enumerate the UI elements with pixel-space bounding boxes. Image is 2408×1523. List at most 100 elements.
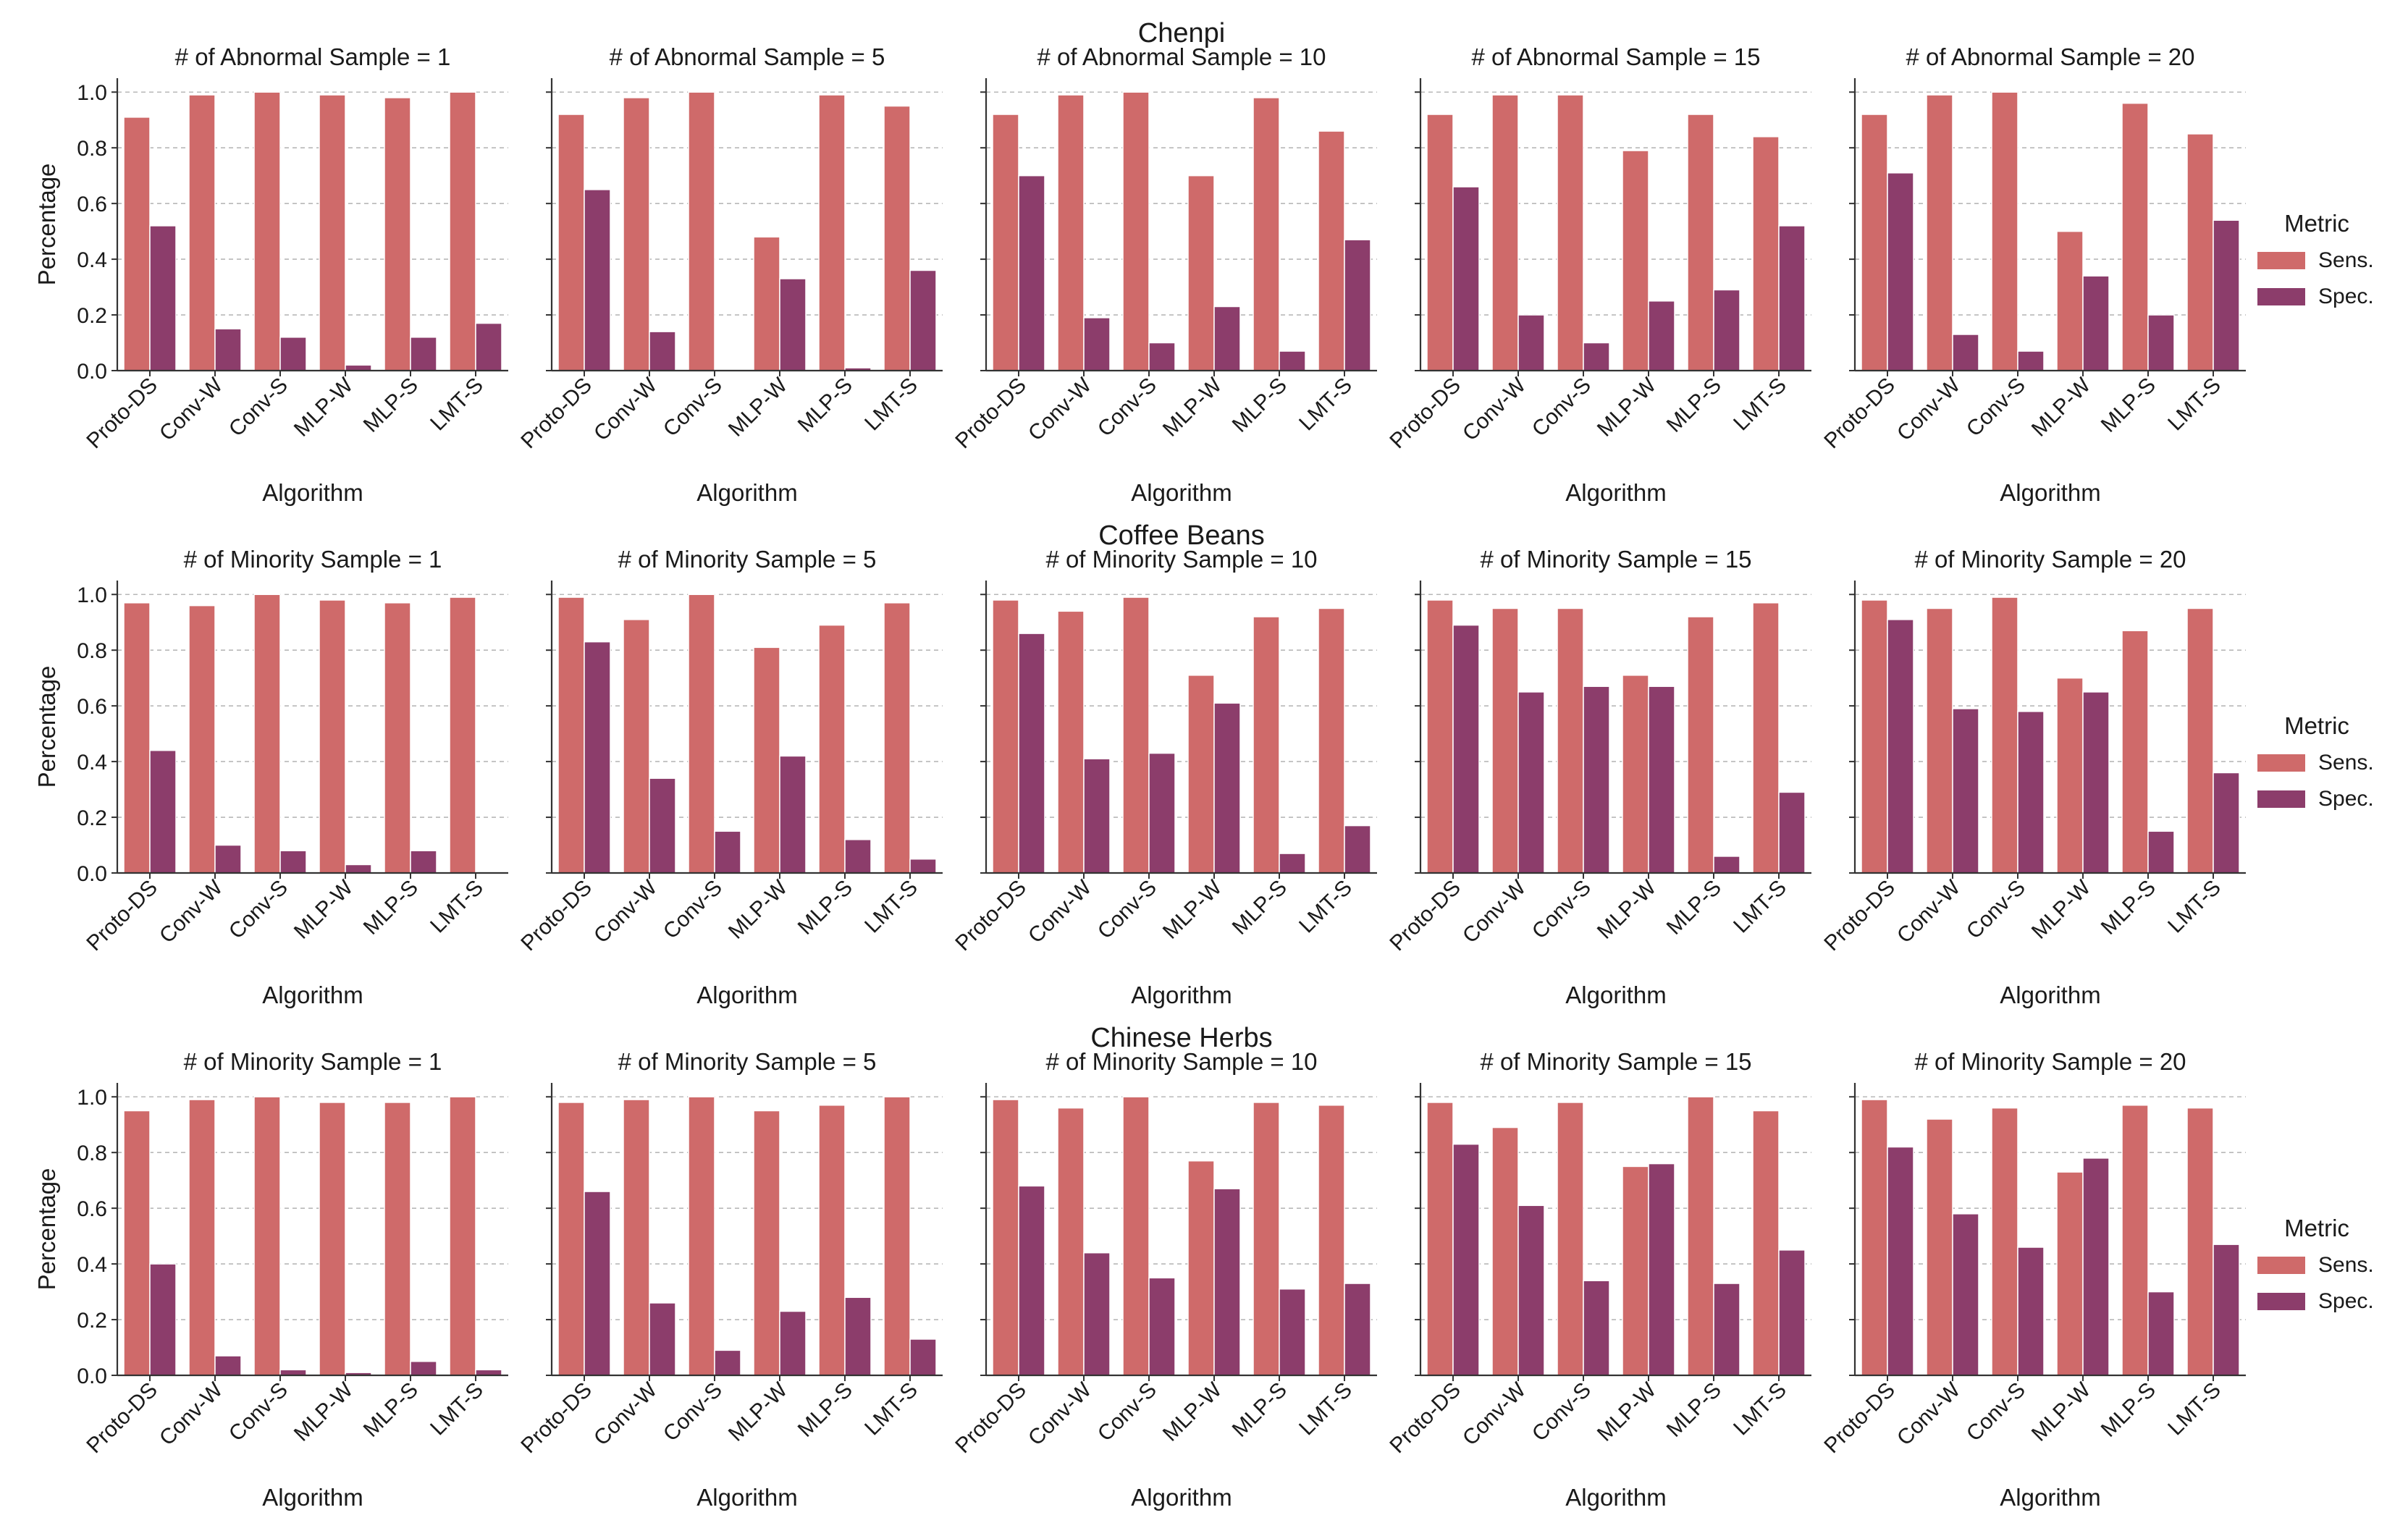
- bar-spec: [779, 278, 807, 371]
- x-tick-label: Conv-W: [1458, 1378, 1531, 1450]
- bar-sens: [1426, 114, 1454, 371]
- x-tick-label: Conv-S: [659, 876, 727, 944]
- bar-sens: [1057, 610, 1085, 874]
- legend-title: Metric: [2284, 210, 2349, 237]
- x-tick-label: MLP-S: [1662, 876, 1726, 940]
- bar-spec: [1452, 624, 1480, 874]
- x-tick-label: Conv-S: [224, 876, 292, 944]
- x-tick-label: Conv-S: [1962, 1378, 2030, 1446]
- bar-sens: [992, 114, 1019, 371]
- x-tick-label: LMT-S: [860, 374, 922, 436]
- x-axis-label: Algorithm: [262, 479, 363, 506]
- bar-spec: [1517, 691, 1545, 874]
- bar-sens: [1057, 94, 1085, 371]
- bar-sens: [2121, 630, 2149, 874]
- bar-sens: [1057, 1107, 1085, 1376]
- bar-sens: [557, 1102, 585, 1376]
- legend-swatch-sens: [2257, 754, 2305, 772]
- legend-swatch-spec: [2257, 790, 2305, 808]
- bar-spec: [1279, 350, 1306, 371]
- bar-sens: [623, 1099, 650, 1376]
- bar-sens: [818, 624, 846, 874]
- bar-spec: [1018, 1185, 1045, 1376]
- bar-spec: [1083, 758, 1111, 874]
- x-tick-label: MLP-W: [724, 875, 793, 944]
- dataset-title: Chinese Herbs: [1090, 1023, 1272, 1053]
- x-tick-label: Conv-W: [1458, 373, 1531, 445]
- panel-title: # of Minority Sample = 5: [618, 546, 877, 573]
- bar-sens: [1187, 1160, 1215, 1376]
- bar-sens: [319, 599, 346, 874]
- bar-spec: [2213, 772, 2240, 874]
- x-tick-label: MLP-W: [2027, 875, 2096, 944]
- bar-sens: [1926, 607, 1953, 874]
- bar-spec: [714, 1349, 741, 1376]
- bar-sens: [992, 599, 1019, 874]
- x-tick-label: Conv-S: [659, 1378, 727, 1446]
- bar-spec: [345, 864, 372, 874]
- x-tick-label: Proto-DS: [1385, 876, 1465, 956]
- bar-spec: [410, 337, 437, 371]
- bar-sens: [1752, 136, 1780, 371]
- x-tick-label: LMT-S: [426, 1378, 488, 1440]
- x-axis-label: Algorithm: [1131, 479, 1232, 506]
- x-tick-label: MLP-S: [1228, 1378, 1292, 1442]
- bar-spec: [649, 1302, 676, 1376]
- x-tick-label: LMT-S: [426, 374, 488, 436]
- y-tick-label: 0.8: [77, 639, 107, 663]
- bar-sens: [1318, 1105, 1345, 1376]
- bar-sens: [1752, 602, 1780, 874]
- bar-sens: [449, 1096, 476, 1376]
- y-tick-label: 0.2: [77, 1309, 107, 1333]
- bar-sens: [449, 91, 476, 371]
- y-tick-label: 0.0: [77, 862, 107, 886]
- bar-spec: [1778, 1249, 1806, 1376]
- bar-spec: [2213, 1244, 2240, 1376]
- bar-spec: [1648, 685, 1675, 874]
- legend-label: Sens.: [2318, 751, 2374, 775]
- y-tick-label: 0.8: [77, 137, 107, 161]
- x-axis-label: Algorithm: [1565, 479, 1666, 506]
- bar-spec: [214, 1355, 242, 1376]
- bar-spec: [1583, 342, 1610, 371]
- bar-spec: [649, 777, 676, 874]
- legend-label: Spec.: [2318, 787, 2374, 811]
- x-axis-label: Algorithm: [1131, 1484, 1232, 1511]
- x-axis-label: Algorithm: [1131, 982, 1232, 1008]
- bar-spec: [844, 1296, 872, 1376]
- bar-spec: [1713, 1283, 1740, 1376]
- x-tick-label: Conv-W: [1458, 875, 1531, 948]
- bar-spec: [2147, 314, 2175, 371]
- bar-sens: [1926, 1118, 1953, 1376]
- bar-spec: [909, 1338, 937, 1376]
- x-axis-label: Algorithm: [2000, 1484, 2100, 1511]
- bar-spec: [1778, 225, 1806, 371]
- bar-spec: [149, 225, 177, 371]
- bar-spec: [1887, 1146, 1914, 1376]
- x-axis-label: Algorithm: [2000, 982, 2100, 1008]
- bar-sens: [818, 94, 846, 371]
- panel-title: # of Abnormal Sample = 5: [610, 43, 885, 70]
- bar-sens: [1991, 91, 2018, 371]
- bar-spec: [909, 858, 937, 874]
- bar-sens: [1426, 1102, 1454, 1376]
- bar-sens: [253, 1096, 281, 1376]
- bar-spec: [1344, 1283, 1371, 1376]
- bar-sens: [557, 596, 585, 874]
- x-tick-label: Proto-DS: [1819, 1378, 1900, 1459]
- bar-sens: [753, 236, 780, 371]
- x-tick-label: Conv-S: [1528, 374, 1596, 442]
- bar-sens: [253, 594, 281, 874]
- bar-sens: [753, 646, 780, 874]
- bar-sens: [623, 97, 650, 371]
- bar-spec: [584, 1191, 611, 1376]
- x-tick-label: LMT-S: [1729, 1378, 1791, 1440]
- bar-spec: [2082, 1157, 2110, 1376]
- x-tick-label: MLP-W: [290, 875, 358, 944]
- bar-sens: [818, 1105, 846, 1376]
- bar-sens: [1687, 616, 1714, 874]
- y-tick-label: 1.0: [77, 1086, 107, 1110]
- bar-spec: [2213, 219, 2240, 371]
- bar-sens: [1622, 1165, 1649, 1376]
- bar-sens: [188, 94, 216, 371]
